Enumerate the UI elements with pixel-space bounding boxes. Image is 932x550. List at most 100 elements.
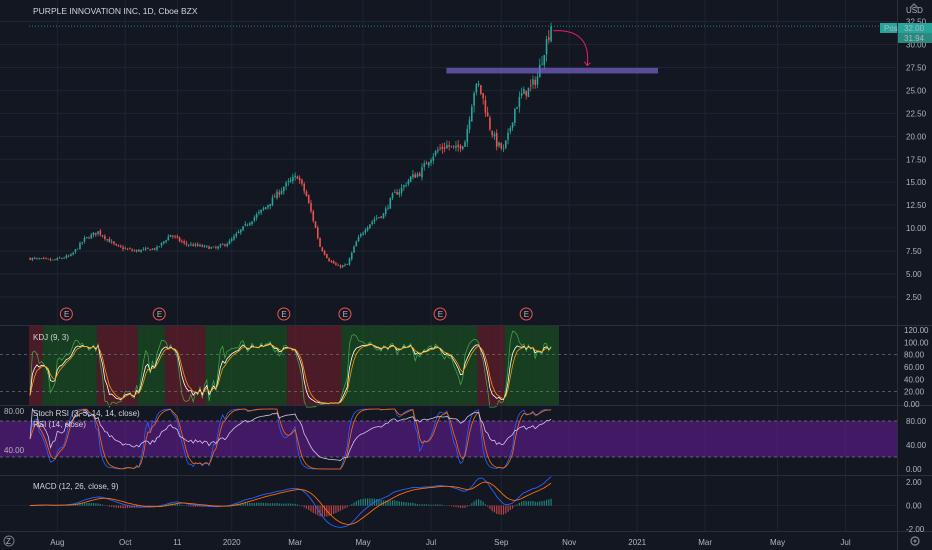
earnings-marker[interactable]: E [433,307,447,321]
candle [273,193,276,198]
earnings-marker[interactable]: E [277,307,291,321]
timezone-icon[interactable]: Z [3,535,15,547]
macd-histogram-bar [455,505,457,508]
macd-histogram-bar [505,505,507,514]
earnings-marker[interactable]: E [338,307,352,321]
candle [210,246,213,249]
macd-histogram-bar [525,501,527,506]
candle [99,228,102,237]
candle [312,209,315,223]
candle [418,171,421,177]
candle [545,35,548,62]
candle [101,234,104,238]
price-tick-label: 27.50 [906,63,927,72]
date-tick-label: May [356,538,371,547]
macd-histogram-bar [468,505,471,506]
candle [165,239,167,244]
date-tick-label: Nov [562,538,576,547]
candle [412,170,414,180]
macd-tick-label: -2.00 [906,525,925,534]
macd-line [30,476,552,528]
macd-histogram-bar [360,499,362,506]
settings-gear-icon[interactable] [910,536,920,546]
candle [448,141,450,151]
candle [29,257,31,261]
candle [246,223,249,227]
earnings-marker[interactable]: E [519,307,533,321]
macd-title: MACD (12, 26, close, 9) [33,482,119,491]
candle [371,220,373,226]
candle [45,257,47,260]
candle [144,246,147,251]
macd-histogram-bar [194,505,197,507]
candle [384,206,387,217]
stoch-rsi-title: Stoch RSI (3, 3, 14, 14, close) [33,409,140,418]
macd-histogram-bar [333,505,335,515]
candle [520,87,523,99]
candle [181,239,183,244]
candle [387,204,389,211]
candle [92,231,95,238]
candle [335,261,337,266]
svg-text:Post: Post [884,24,901,33]
candle [495,129,498,151]
macd-histogram-bar [321,505,323,517]
candle [529,79,532,92]
rsi-title: RSI (14, close) [33,420,86,429]
candle [355,240,358,247]
macd-histogram-bar [111,505,113,508]
grid-lines [0,0,897,531]
candle [212,246,215,248]
chart-title: PURPLE INNOVATION INC, 1D, Cboe BZX [33,6,198,16]
collapse-chevron-icon[interactable] [909,3,919,9]
candle [498,141,500,148]
macd-histogram-bar [389,500,391,506]
macd-histogram-bar [167,503,169,506]
candle [307,194,310,204]
x-axis-labels: Aug Oct 11 2020 Mar May Jul Sep Nov 2021 Mar May Jul [50,538,851,547]
macd-histogram-bar [158,505,160,506]
macd-histogram-bar [185,505,188,507]
macd-signal-line [30,481,552,525]
macd-histogram-bar [330,505,332,516]
candle [142,247,145,251]
candle [421,163,423,181]
macd-histogram-bar [353,502,355,506]
candle [47,258,50,260]
candle [158,246,161,248]
candle [525,90,527,100]
candle [504,140,507,150]
earnings-marker[interactable]: E [152,307,166,321]
macd-histogram-bar [265,502,267,506]
macd-histogram-bar [190,505,192,507]
candlestick-series [29,22,897,269]
candle [208,245,210,250]
candle [375,214,378,221]
candle [255,212,258,221]
macd-histogram-bar [117,505,120,508]
earnings-marker[interactable]: E [59,307,73,321]
candle [242,226,244,232]
candle [122,245,124,252]
macd-histogram-bar [83,503,86,506]
candle [493,131,496,140]
candle [74,249,77,254]
macd-histogram-bar [471,503,473,506]
kdj-tick-label: 80.00 [904,351,925,360]
macd-histogram-bar [124,505,126,509]
macd-histogram-bar [249,502,251,506]
macd-histogram-bar [351,504,353,506]
date-tick-label: Aug [50,538,64,547]
macd-histogram-bar [260,502,262,506]
date-tick-label: Jul [840,538,850,547]
macd-histogram-bar [376,498,378,506]
macd-histogram-bar [90,503,92,506]
candle [81,241,84,245]
candle [314,220,317,229]
y-axis-labels: 2.50 5.00 7.50 10.00 12.50 15.00 17.50 20.00 22.… [904,18,929,534]
candle [364,227,367,235]
candle [106,238,108,242]
macd-histogram-bar [280,503,283,506]
